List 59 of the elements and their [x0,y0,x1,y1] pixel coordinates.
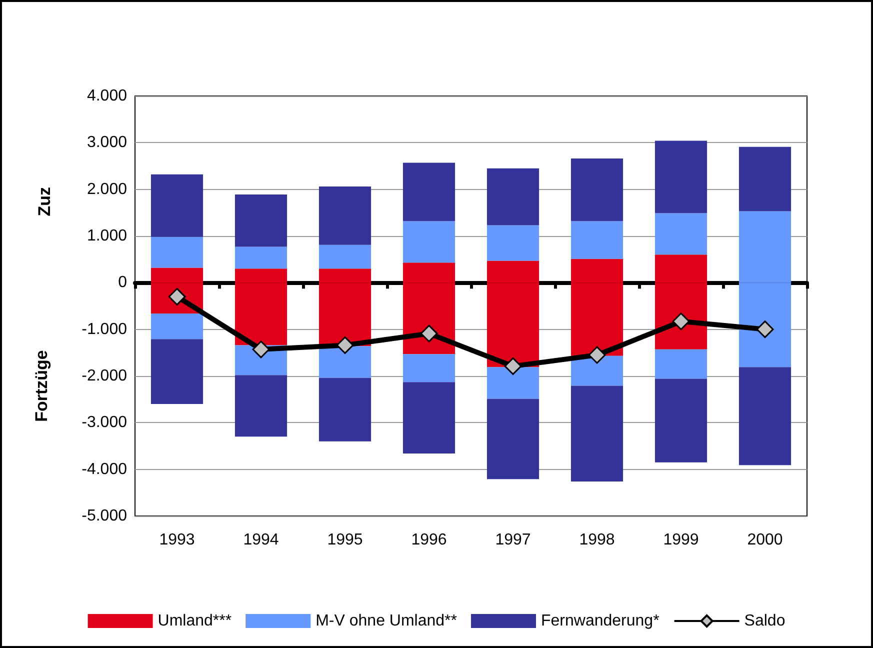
point [756,320,774,338]
bar [150,339,204,404]
bar [402,221,456,263]
bar [654,378,708,462]
bar [486,398,540,480]
y-tick-label: -1.000 [82,320,128,338]
bar [402,162,456,222]
bar [570,221,624,259]
y-tick-label: 0 [118,274,128,292]
bar [150,174,204,237]
legend-label: Umland*** [158,612,232,630]
bar [654,213,708,255]
bar [738,367,792,466]
y-tick-label: -4.000 [82,460,128,478]
bar [234,194,288,247]
point [588,346,606,364]
bar [570,386,624,482]
point [252,340,270,358]
point [336,336,354,354]
bar [738,146,792,212]
bar [486,168,540,226]
bar [318,378,372,442]
y-tick-label: 4.000 [86,88,128,104]
legend-label: M-V ohne Umland** [316,612,458,630]
bar [486,225,540,261]
bar [570,158,624,222]
point [504,357,522,375]
y-tick-label: 3.000 [86,134,128,152]
bar [654,140,708,214]
y-tick-label: -5.000 [82,508,128,524]
bar [234,375,288,437]
bar [318,346,372,378]
x-tick-label: 1996 [411,532,447,548]
y-tick-label: -2.000 [82,368,128,384]
bar [570,356,624,386]
x-tick-label: 1998 [579,532,615,548]
text: Zuz [35,186,54,216]
x-tick-label: 1997 [495,532,531,548]
x-tick-label: 1995 [327,532,363,548]
bar [150,236,204,268]
bar [150,313,204,340]
x-tick-label: 1993 [159,532,195,548]
bar [654,349,708,379]
y-axis-title: Fortzüge [32,350,51,422]
legend-label: Saldo [744,612,786,630]
bar [402,354,456,382]
x-tick-label: 1994 [243,532,279,548]
bar [486,367,540,399]
y-tick-label: 1.000 [86,228,128,244]
y-tick-label: -3.000 [82,414,128,432]
bar [318,186,372,245]
bar [318,244,372,269]
point [420,324,438,342]
y-tick-label: 2.000 [86,180,128,198]
bar [402,382,456,454]
x-tick-label: 1999 [663,532,699,548]
bar [234,246,288,269]
x-tick-label: 2000 [747,532,783,548]
legend-label: Fernwanderung* [540,612,660,630]
